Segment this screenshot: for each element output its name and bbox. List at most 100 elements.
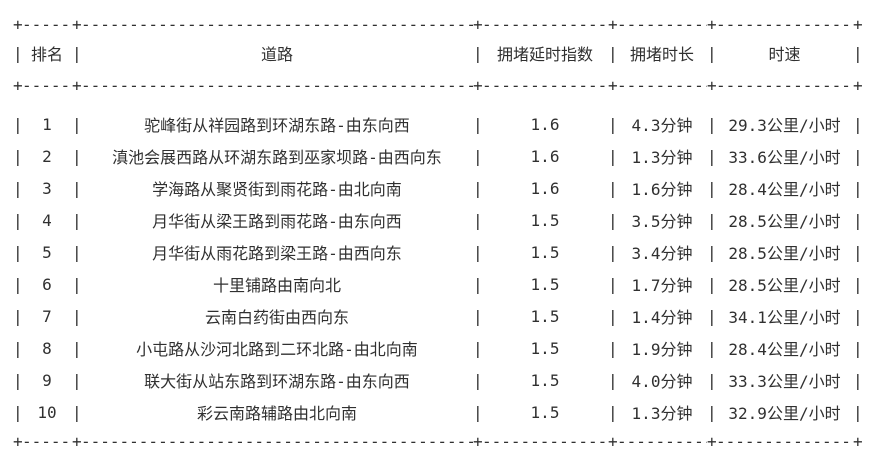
header-duration: 拥堵时长 xyxy=(629,45,694,64)
cell-rank: 6 xyxy=(42,274,52,294)
border-dashes xyxy=(81,76,473,95)
column-separator-pipe xyxy=(72,307,81,326)
column-separator-pipe xyxy=(853,44,862,63)
cell-road: 滇池会展西路从环湖东路到巫家坝路-由西向东 xyxy=(112,148,442,167)
table-row: 2 滇池会展西路从环湖东路到巫家坝路-由西向东 1.6 1.3分钟 33.6公里… xyxy=(13,140,865,172)
cell-speed: 32.9公里/小时 xyxy=(728,404,841,423)
border-dashes xyxy=(716,432,853,451)
column-separator-pipe xyxy=(608,243,617,262)
border-junction-plus xyxy=(707,76,716,95)
column-separator-pipe xyxy=(13,403,22,422)
column-separator-pipe xyxy=(608,44,617,63)
column-separator-pipe xyxy=(608,147,617,166)
column-separator-pipe xyxy=(707,403,716,422)
column-separator-pipe xyxy=(853,403,862,422)
table-row: 5 月华街从雨花路到梁王路-由西向东 1.5 3.4分钟 28.5公里/小时 xyxy=(13,236,865,268)
column-separator-pipe xyxy=(72,179,81,198)
column-separator-pipe xyxy=(473,44,482,63)
column-separator-pipe xyxy=(473,307,482,326)
table-row: 8 小屯路从沙河北路到二环北路-由北向南 1.5 1.9分钟 28.4公里/小时 xyxy=(13,332,865,364)
column-separator-pipe xyxy=(72,339,81,358)
border-junction-plus xyxy=(608,432,617,451)
border-junction-plus xyxy=(72,432,81,451)
border-junction-plus xyxy=(473,15,482,34)
column-separator-pipe xyxy=(707,179,716,198)
border-dashes xyxy=(22,15,72,34)
cell-delay-index: 1.5 xyxy=(530,210,560,230)
column-separator-pipe xyxy=(707,115,716,134)
column-separator-pipe xyxy=(608,275,617,294)
cell-duration: 3.5分钟 xyxy=(631,212,693,231)
column-separator-pipe xyxy=(72,115,81,134)
column-separator-pipe xyxy=(608,115,617,134)
column-separator-pipe xyxy=(72,147,81,166)
column-separator-pipe xyxy=(72,275,81,294)
table-row: 1 驼峰街从祥园路到环湖东路-由东向西 1.6 4.3分钟 29.3公里/小时 xyxy=(13,108,865,140)
column-separator-pipe xyxy=(72,44,81,63)
border-junction-plus xyxy=(707,432,716,451)
column-separator-pipe xyxy=(473,371,482,390)
border-dashes xyxy=(482,76,608,95)
column-separator-pipe xyxy=(608,307,617,326)
border-junction-plus xyxy=(13,76,22,95)
cell-delay-index: 1.5 xyxy=(530,338,560,358)
cell-speed: 28.4公里/小时 xyxy=(728,340,841,359)
border-dashes xyxy=(716,15,853,34)
column-separator-pipe xyxy=(608,339,617,358)
column-separator-pipe xyxy=(13,211,22,230)
border-junction-plus xyxy=(13,432,22,451)
column-separator-pipe xyxy=(473,147,482,166)
cell-rank: 10 xyxy=(37,402,57,422)
column-separator-pipe xyxy=(707,339,716,358)
column-separator-pipe xyxy=(473,243,482,262)
border-junction-plus xyxy=(707,15,716,34)
cell-speed: 28.5公里/小时 xyxy=(728,276,841,295)
cell-duration: 1.3分钟 xyxy=(631,404,693,423)
cell-delay-index: 1.6 xyxy=(530,178,560,198)
cell-speed: 34.1公里/小时 xyxy=(728,308,841,327)
header-rank: 排名 xyxy=(30,45,63,64)
table-row: 6 十里铺路由南向北 1.5 1.7分钟 28.5公里/小时 xyxy=(13,268,865,300)
cell-delay-index: 1.6 xyxy=(530,146,560,166)
cell-road: 月华街从梁王路到雨花路-由东向西 xyxy=(152,212,402,231)
column-separator-pipe xyxy=(853,339,862,358)
column-separator-pipe xyxy=(13,243,22,262)
cell-rank: 8 xyxy=(42,338,52,358)
cell-delay-index: 1.5 xyxy=(530,402,560,422)
cell-rank: 3 xyxy=(42,178,52,198)
cell-speed: 33.6公里/小时 xyxy=(728,148,841,167)
cell-road: 学海路从聚贤街到雨花路-由北向南 xyxy=(152,180,402,199)
cell-duration: 1.7分钟 xyxy=(631,276,693,295)
cell-speed: 28.5公里/小时 xyxy=(728,244,841,263)
column-separator-pipe xyxy=(853,275,862,294)
border-dashes xyxy=(617,15,707,34)
column-separator-pipe xyxy=(707,211,716,230)
cell-rank: 5 xyxy=(42,242,52,262)
cell-duration: 1.6分钟 xyxy=(631,180,693,199)
border-dashes xyxy=(81,432,473,451)
column-separator-pipe xyxy=(853,307,862,326)
cell-road: 月华街从雨花路到梁王路-由西向东 xyxy=(152,244,402,263)
border-dashes xyxy=(482,15,608,34)
border-junction-plus xyxy=(853,432,862,451)
border-dashes xyxy=(22,432,72,451)
column-separator-pipe xyxy=(608,179,617,198)
column-separator-pipe xyxy=(707,147,716,166)
header-road: 道路 xyxy=(260,45,293,64)
border-junction-plus xyxy=(72,76,81,95)
cell-road: 联大街从站东路到环湖东路-由东向西 xyxy=(144,372,410,391)
column-separator-pipe xyxy=(72,403,81,422)
column-separator-pipe xyxy=(707,371,716,390)
column-separator-pipe xyxy=(13,339,22,358)
cell-duration: 3.4分钟 xyxy=(631,244,693,263)
column-separator-pipe xyxy=(72,243,81,262)
table-row: 4 月华街从梁王路到雨花路-由东向西 1.5 3.5分钟 28.5公里/小时 xyxy=(13,204,865,236)
border-junction-plus xyxy=(473,76,482,95)
column-separator-pipe xyxy=(853,115,862,134)
border-junction-plus xyxy=(13,15,22,34)
border-junction-plus xyxy=(608,76,617,95)
column-separator-pipe xyxy=(13,307,22,326)
column-separator-pipe xyxy=(473,179,482,198)
cell-road: 十里铺路由南向北 xyxy=(212,276,341,295)
